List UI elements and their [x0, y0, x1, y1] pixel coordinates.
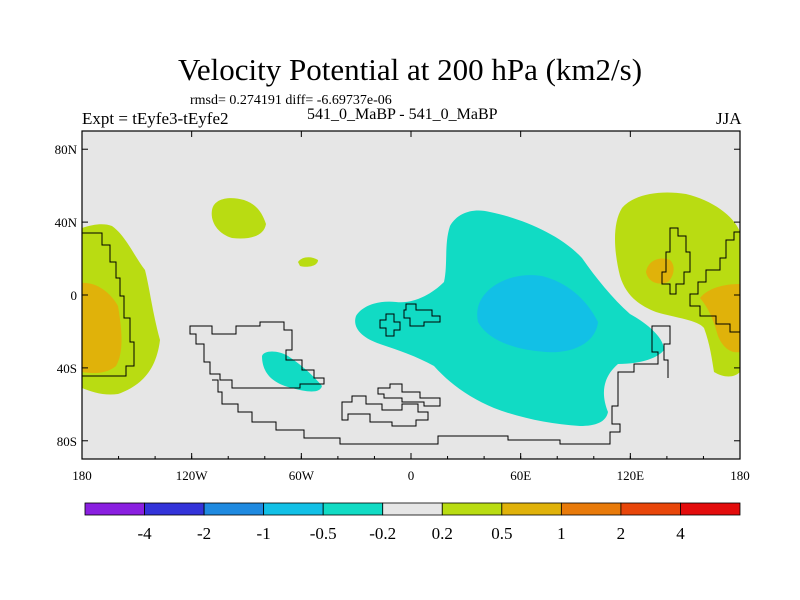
colorbar-swatch — [501, 502, 562, 516]
season-label: JJA — [716, 109, 742, 128]
coastline-africa-west-2 — [403, 303, 441, 327]
x-tick-label: 60E — [510, 468, 531, 483]
coastline-south-land — [212, 325, 671, 445]
x-tick-label: 0 — [408, 468, 415, 483]
colorbar-label: 1 — [557, 524, 566, 543]
coastline-ridge-2 — [377, 383, 441, 407]
x-tick-label: 60W — [289, 468, 315, 483]
coastline-ridge — [341, 395, 429, 427]
case-label: 541_0_MaBP - 541_0_MaBP — [307, 106, 498, 123]
diff-value: diff= -6.69737e-06 — [285, 93, 392, 108]
rmsd-value: rmsd= 0.274191 — [190, 93, 282, 108]
coastlines — [82, 227, 740, 445]
contour-fills — [82, 192, 740, 445]
colorbar-label: 0.2 — [432, 524, 453, 543]
colorbar-label: -0.2 — [369, 524, 396, 543]
colorbar-swatch — [322, 502, 384, 516]
region-east-orange-2 — [700, 284, 740, 353]
coastline-west-edge — [82, 232, 135, 377]
coastline-east-peninsula — [661, 227, 691, 295]
colorbar-label: 0.5 — [491, 524, 512, 543]
colorbar-swatch — [144, 502, 205, 516]
colorbar-label: -2 — [197, 524, 211, 543]
colorbar-label: 4 — [676, 524, 685, 543]
region-south-america-negative — [262, 351, 322, 392]
colorbar-swatch — [680, 502, 741, 516]
x-tick-label: 120E — [617, 468, 645, 483]
colorbar-label: 2 — [617, 524, 626, 543]
colorbar: -4 -2 -1 -0.5 -0.2 0.2 0.5 1 2 4 — [84, 502, 741, 543]
region-dateline-orange — [82, 282, 122, 374]
x-tick-label: 180 — [72, 468, 92, 483]
region-east-orange-1 — [646, 258, 674, 284]
y-tick-label: 0 — [71, 288, 78, 303]
region-east-positive — [615, 192, 740, 377]
x-tick-label: 120W — [176, 468, 209, 483]
colorbar-swatch — [84, 502, 145, 516]
colorbar-swatch — [382, 502, 443, 516]
axis-ticks — [81, 131, 741, 459]
x-tick-label: 180 — [730, 468, 750, 483]
colorbar-swatch — [263, 502, 324, 516]
colorbar-swatch — [560, 502, 622, 516]
colorbar-swatch — [620, 502, 681, 516]
colorbar-swatch — [203, 502, 265, 516]
y-tick-label: 40S — [57, 361, 77, 376]
region-small-positive — [298, 257, 318, 267]
experiment-label: Expt = tEyfe3-tEyfe2 — [82, 109, 229, 128]
colorbar-label: -1 — [257, 524, 271, 543]
region-npacific-positive — [211, 198, 266, 239]
rmsd-diff-stats: rmsd= 0.274191 diff= -6.69737e-06 — [190, 93, 392, 109]
coastline-africa-west — [379, 313, 401, 337]
y-tick-label: 80N — [55, 142, 78, 157]
region-indian-ocean-min — [477, 275, 598, 353]
colorbar-label: -0.5 — [310, 524, 337, 543]
coastline-south-america — [189, 321, 325, 389]
axis-labels: 180 120W 60W 0 60E 120E 180 80N 40N 0 40S 80S — [55, 142, 750, 483]
colorbar-swatch — [441, 502, 503, 516]
coastline-east-edge — [689, 231, 740, 333]
y-tick-label: 80S — [57, 434, 77, 449]
colorbar-label: -4 — [137, 524, 152, 543]
chart-title: Velocity Potential at 200 hPa (km2/s) — [177, 52, 643, 87]
y-tick-label: 40N — [55, 215, 78, 230]
